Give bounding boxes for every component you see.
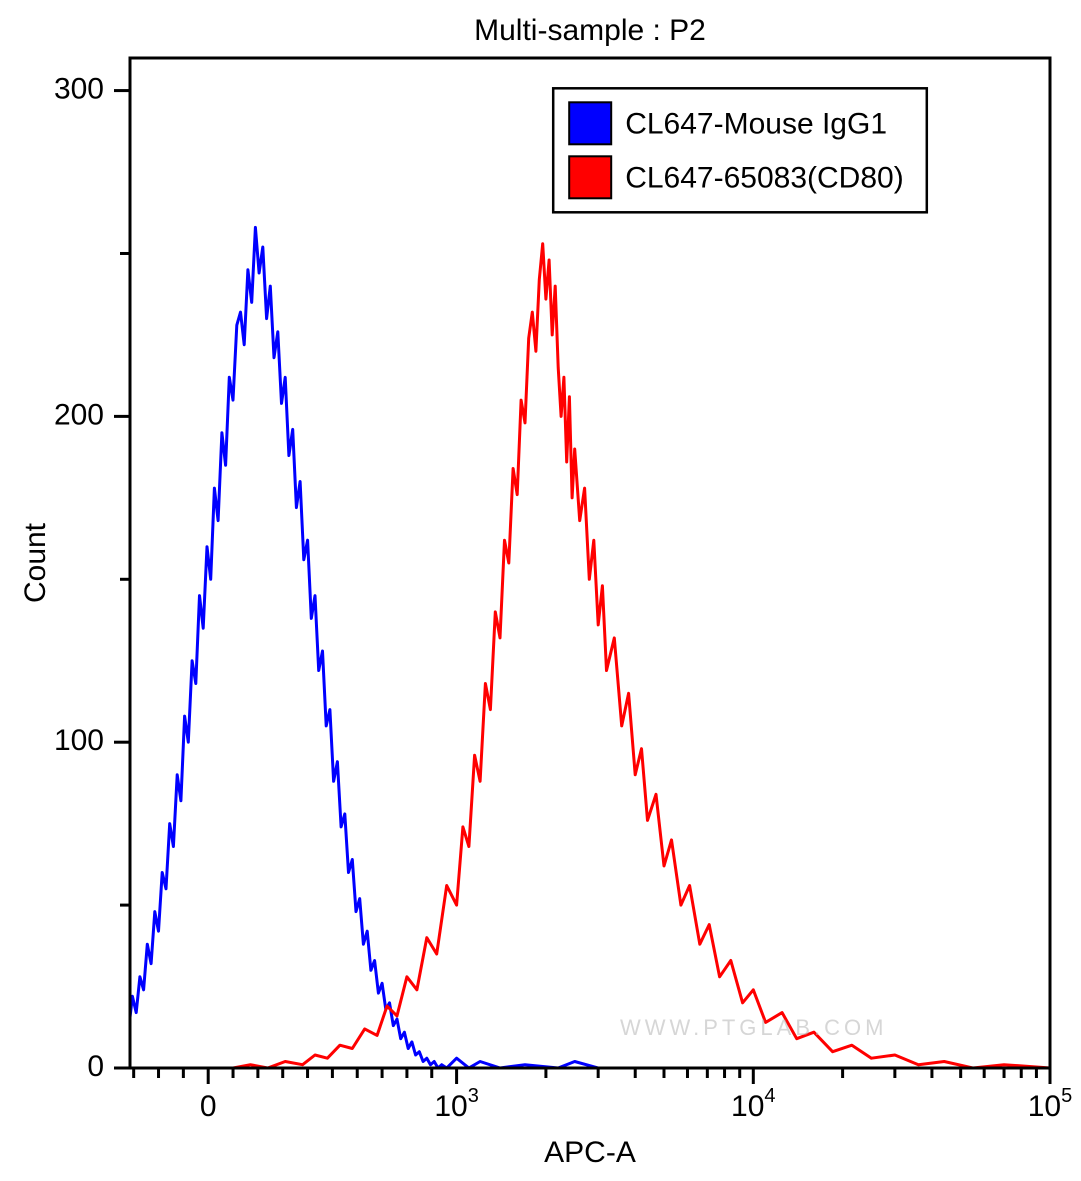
svg-text:103: 103 bbox=[434, 1085, 479, 1123]
x-axis-label: APC-A bbox=[544, 1136, 636, 1169]
svg-text:100: 100 bbox=[54, 724, 104, 757]
chart-title: Multi-sample : P2 bbox=[474, 14, 706, 47]
svg-text:200: 200 bbox=[54, 398, 104, 431]
svg-text:104: 104 bbox=[731, 1085, 776, 1123]
legend-label: CL647-65083(CD80) bbox=[625, 161, 904, 194]
y-axis-label: Count bbox=[19, 522, 52, 603]
svg-text:0: 0 bbox=[200, 1090, 217, 1123]
svg-text:0: 0 bbox=[87, 1050, 104, 1083]
flow-cytometry-histogram: 0 100 200 300 0 103 104 105 Count APC-A Multi-samp… bbox=[0, 0, 1081, 1181]
legend-label: CL647-Mouse IgG1 bbox=[625, 107, 887, 140]
svg-text:300: 300 bbox=[54, 73, 104, 106]
legend-swatch bbox=[569, 156, 611, 198]
legend-swatch bbox=[569, 102, 611, 144]
chart-svg: 0 100 200 300 0 103 104 105 Count APC-A Multi-samp… bbox=[0, 0, 1081, 1181]
svg-text:105: 105 bbox=[1028, 1085, 1073, 1123]
